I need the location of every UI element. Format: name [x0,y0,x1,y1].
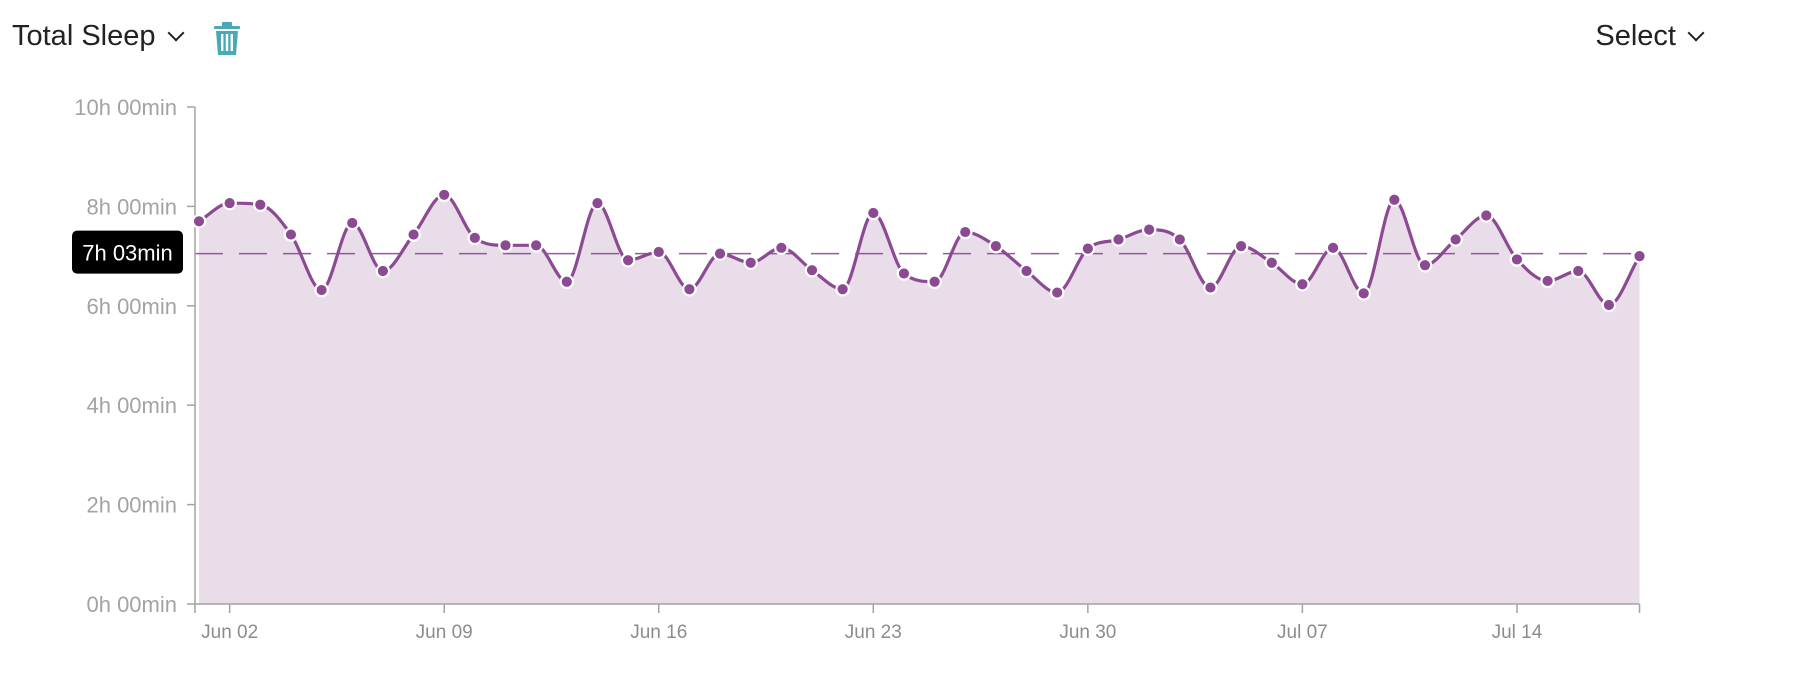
data-point[interactable] [682,281,697,297]
y-tick-label: 0h 00min [86,592,177,617]
data-point[interactable] [1632,248,1647,264]
data-point[interactable] [1141,222,1157,237]
y-tick-label: 8h 00min [86,194,177,219]
data-point[interactable] [651,244,667,260]
data-point[interactable] [559,274,575,290]
data-point[interactable] [1509,252,1525,267]
metric-dropdown[interactable]: Total Sleep [12,20,184,53]
data-point[interactable] [436,187,452,203]
data-point[interactable] [344,215,360,231]
data-point[interactable] [1295,276,1310,292]
data-point[interactable] [314,282,329,298]
x-tick-label: Jun 16 [630,622,687,643]
data-point[interactable] [1387,192,1402,208]
average-badge [72,230,183,274]
x-tick-label: Jun 09 [416,622,473,643]
range-dropdown[interactable]: Select [1595,20,1705,53]
data-point[interactable] [252,197,268,213]
data-point[interactable] [283,227,299,242]
data-point[interactable] [927,274,942,290]
data-point[interactable] [988,238,1004,254]
data-point[interactable] [865,205,881,221]
data-point[interactable] [1049,285,1065,300]
data-point[interactable] [222,195,237,211]
data-point[interactable] [1264,255,1280,271]
area-fill [199,194,1640,604]
toolbar: Total Sleep Select [0,0,1814,80]
data-point[interactable] [1172,232,1188,247]
x-tick-label: Jun 30 [1059,622,1116,643]
data-point[interactable] [1233,238,1249,254]
data-point[interactable] [1356,286,1371,301]
data-point[interactable] [620,252,636,268]
x-tick-label: Jun 02 [201,622,258,643]
data-point[interactable] [528,238,544,253]
data-point[interactable] [774,240,789,256]
data-point[interactable] [191,214,207,229]
y-tick-label: 6h 00min [86,294,177,319]
data-point[interactable] [498,238,513,253]
data-point[interactable] [590,195,605,211]
data-point[interactable] [1570,263,1586,279]
data-point[interactable] [743,255,758,271]
area-layer [199,194,1640,604]
data-point[interactable] [1479,208,1494,223]
y-tick-label: 4h 00min [86,393,177,418]
range-dropdown-label: Select [1595,20,1676,52]
data-point[interactable] [712,246,728,261]
y-tick-label: 2h 00min [86,493,177,518]
data-point[interactable] [1203,280,1218,295]
data-point[interactable] [896,266,912,281]
data-point[interactable] [467,230,483,246]
badge-layer: 7h 03min [72,230,183,274]
x-tick-label: Jul 14 [1492,622,1543,643]
data-point[interactable] [375,263,391,279]
axis-layer: 0h 00min 2h 00min 4h 00min 6h 00min 8h 00min… [74,95,1641,643]
data-point[interactable] [835,281,850,297]
trash-icon[interactable] [212,22,242,56]
data-point[interactable] [1111,232,1126,247]
point-layer [191,187,1647,313]
data-point[interactable] [957,224,973,240]
data-point[interactable] [1540,273,1555,289]
data-point[interactable] [1325,240,1341,256]
data-point[interactable] [1019,263,1034,279]
data-point[interactable] [804,262,820,278]
x-tick-label: Jul 07 [1277,622,1328,643]
data-point[interactable] [1448,232,1463,247]
average-badge-label: 7h 03min [82,241,173,266]
metric-dropdown-label: Total Sleep [12,20,156,52]
data-point[interactable] [1417,257,1433,273]
data-point[interactable] [1080,241,1096,256]
y-tick-label: 10h 00min [74,95,177,120]
data-point[interactable] [1601,297,1617,313]
data-point[interactable] [406,227,421,242]
x-tick-label: Jun 23 [845,622,902,643]
